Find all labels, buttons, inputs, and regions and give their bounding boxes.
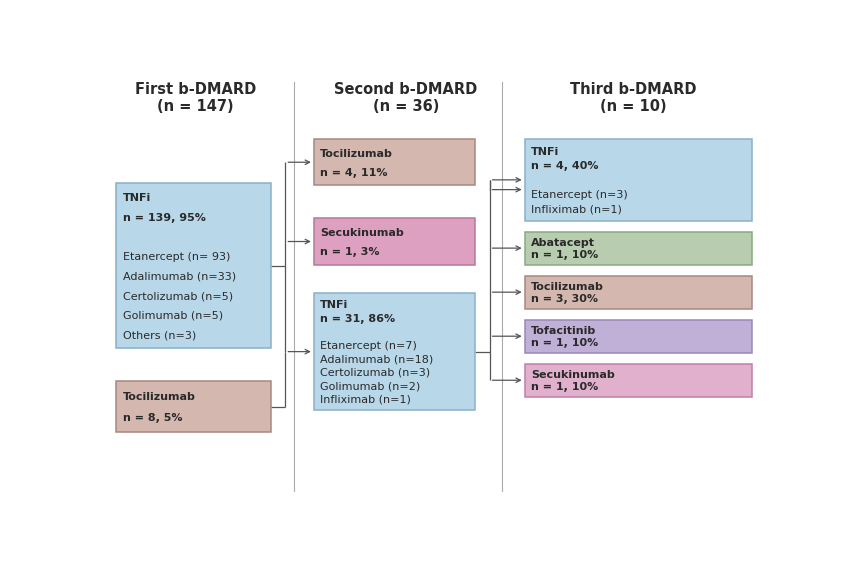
- Text: n = 1, 3%: n = 1, 3%: [320, 247, 380, 257]
- Text: Infliximab (n=1): Infliximab (n=1): [531, 205, 622, 214]
- Text: n = 3, 30%: n = 3, 30%: [531, 294, 598, 304]
- Text: Golimumab (n=5): Golimumab (n=5): [122, 311, 223, 320]
- Text: Etanercept (n=3): Etanercept (n=3): [531, 190, 628, 200]
- FancyBboxPatch shape: [314, 219, 475, 265]
- Text: Secukinumab: Secukinumab: [320, 228, 404, 238]
- Text: Certolizumab (n=5): Certolizumab (n=5): [122, 291, 233, 301]
- FancyBboxPatch shape: [116, 382, 271, 432]
- Text: n = 31, 86%: n = 31, 86%: [320, 313, 395, 324]
- FancyBboxPatch shape: [524, 276, 751, 309]
- Text: Adalimumab (n=18): Adalimumab (n=18): [320, 354, 434, 364]
- FancyBboxPatch shape: [524, 364, 751, 397]
- Text: Tofacitinib: Tofacitinib: [531, 326, 597, 336]
- FancyBboxPatch shape: [116, 183, 271, 348]
- FancyBboxPatch shape: [524, 232, 751, 265]
- Text: First b-DMARD
(n = 147): First b-DMARD (n = 147): [134, 82, 256, 114]
- Text: Secukinumab: Secukinumab: [531, 370, 615, 380]
- Text: Tocilizumab: Tocilizumab: [122, 392, 196, 402]
- Text: n = 1, 10%: n = 1, 10%: [531, 338, 598, 348]
- Text: Tocilizumab: Tocilizumab: [531, 282, 604, 292]
- Text: n = 139, 95%: n = 139, 95%: [122, 213, 206, 223]
- Text: Infliximab (n=1): Infliximab (n=1): [320, 395, 411, 404]
- FancyBboxPatch shape: [314, 139, 475, 185]
- Text: n = 1, 10%: n = 1, 10%: [531, 250, 598, 260]
- Text: Etanercept (n= 93): Etanercept (n= 93): [122, 252, 230, 262]
- Text: Golimumab (n=2): Golimumab (n=2): [320, 381, 421, 391]
- Text: TNFi: TNFi: [122, 193, 151, 203]
- Text: n = 1, 10%: n = 1, 10%: [531, 382, 598, 392]
- FancyBboxPatch shape: [524, 320, 751, 353]
- Text: Others (n=3): Others (n=3): [122, 330, 196, 340]
- FancyBboxPatch shape: [524, 139, 751, 221]
- Text: n = 4, 40%: n = 4, 40%: [531, 161, 598, 171]
- Text: n = 4, 11%: n = 4, 11%: [320, 168, 388, 177]
- Text: Abatacept: Abatacept: [531, 238, 595, 248]
- Text: TNFi: TNFi: [531, 146, 559, 157]
- Text: n = 8, 5%: n = 8, 5%: [122, 413, 182, 423]
- Text: Etanercept (n=7): Etanercept (n=7): [320, 340, 417, 351]
- Text: Tocilizumab: Tocilizumab: [320, 149, 394, 159]
- FancyBboxPatch shape: [314, 293, 475, 410]
- Text: TNFi: TNFi: [320, 300, 348, 310]
- Text: Certolizumab (n=3): Certolizumab (n=3): [320, 368, 430, 378]
- Text: Adalimumab (n=33): Adalimumab (n=33): [122, 272, 235, 281]
- Text: Second b-DMARD
(n = 36): Second b-DMARD (n = 36): [334, 82, 478, 114]
- Text: Third b-DMARD
(n = 10): Third b-DMARD (n = 10): [570, 82, 696, 114]
